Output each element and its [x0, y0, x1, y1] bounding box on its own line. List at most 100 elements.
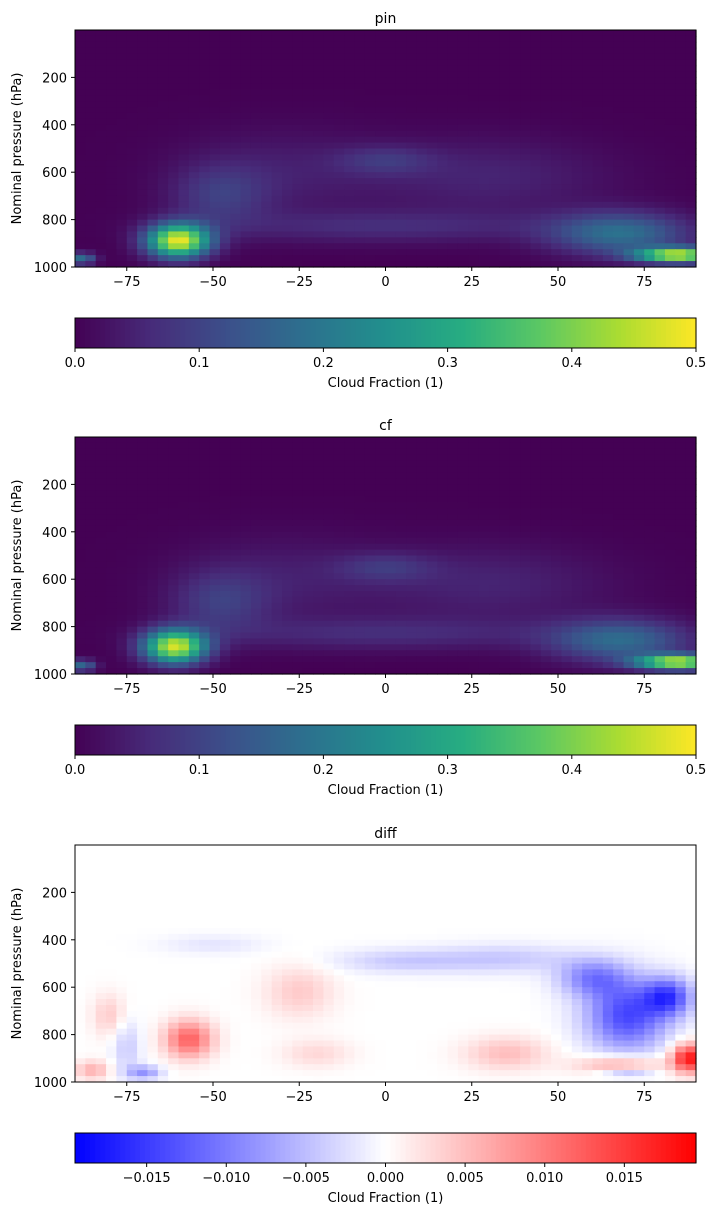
heatmap-cell: [106, 219, 117, 227]
heatmap-cell: [561, 596, 573, 604]
colorbar-tick-label: 0.3: [437, 356, 458, 371]
heatmap-cell: [489, 160, 500, 167]
heatmap-cell: [147, 514, 159, 521]
heatmap-cell: [282, 496, 293, 503]
heatmap-cell: [209, 638, 221, 645]
heatmap-cell: [333, 154, 345, 161]
heatmap-cell: [582, 255, 594, 262]
heatmap-cell: [168, 160, 180, 167]
heatmap-cell: [302, 602, 314, 610]
heatmap-cell: [137, 83, 149, 90]
heatmap-cell: [385, 89, 397, 96]
heatmap-cell: [230, 614, 242, 622]
heatmap-cell: [385, 537, 397, 545]
heatmap-cell: [313, 448, 324, 456]
heatmap-cell: [250, 537, 262, 545]
heatmap-cell: [489, 172, 500, 179]
heatmap-cell: [282, 448, 293, 456]
heatmap-cell: [178, 160, 190, 167]
heatmap-cell: [478, 118, 490, 126]
heatmap-cell: [219, 656, 231, 663]
heatmap-cell: [375, 608, 387, 616]
heatmap-cell: [551, 53, 563, 61]
heatmap-cell: [240, 519, 252, 527]
heatmap-cell: [571, 531, 583, 539]
heatmap-cell: [551, 30, 563, 37]
heatmap-cell: [664, 591, 676, 598]
heatmap-cell: [623, 77, 635, 84]
heatmap-cell: [395, 537, 407, 545]
heatmap-cell: [685, 514, 697, 521]
heatmap-cell: [178, 59, 190, 67]
heatmap-cell: [106, 195, 117, 203]
heatmap-cell: [168, 101, 180, 108]
heatmap-cell: [344, 502, 356, 509]
heatmap-cell: [364, 136, 376, 144]
heatmap-cell: [406, 608, 418, 616]
heatmap-cell: [457, 178, 469, 185]
heatmap-cell: [271, 561, 283, 568]
heatmap-cell: [416, 662, 428, 669]
heatmap-cell: [106, 89, 117, 96]
heatmap-cell: [499, 549, 511, 557]
heatmap-cell: [230, 130, 242, 138]
heatmap-cell: [551, 101, 563, 108]
heatmap-cell: [375, 632, 387, 640]
heatmap-cell: [602, 35, 614, 43]
heatmap-cell: [561, 219, 573, 227]
heatmap-cell: [602, 112, 614, 120]
heatmap-cell: [633, 638, 645, 645]
heatmap-cell: [261, 644, 273, 651]
heatmap-cell: [540, 454, 552, 462]
heatmap-cell: [85, 142, 97, 150]
heatmap-cell: [168, 142, 180, 150]
heatmap-cell: [240, 154, 252, 161]
heatmap-cell: [219, 35, 231, 43]
heatmap-cell: [582, 561, 594, 568]
heatmap-cell: [313, 638, 324, 645]
heatmap-cell: [613, 531, 625, 539]
heatmap-cell: [478, 30, 490, 37]
heatmap-cell: [509, 207, 521, 215]
heatmap-cell: [333, 585, 345, 592]
heatmap-cell: [530, 118, 542, 126]
heatmap-cell: [499, 172, 511, 179]
heatmap-cell: [168, 35, 180, 43]
heatmap-cell: [147, 118, 159, 126]
heatmap-cell: [447, 579, 459, 586]
heatmap-cell: [157, 47, 169, 55]
heatmap-cell: [261, 237, 273, 244]
heatmap-cell: [540, 555, 552, 563]
heatmap-cell: [623, 207, 635, 215]
heatmap-cell: [654, 160, 666, 167]
heatmap-cell: [582, 537, 594, 545]
heatmap-cell: [375, 549, 387, 557]
heatmap-cell: [199, 638, 211, 645]
heatmap-cell: [685, 207, 697, 215]
heatmap-cell: [551, 255, 563, 262]
heatmap-cell: [437, 561, 449, 568]
heatmap-cell: [230, 213, 242, 221]
heatmap-cell: [457, 555, 469, 563]
heatmap-cell: [250, 668, 262, 675]
heatmap-cell: [85, 484, 97, 491]
colorbar-segment: [595, 318, 602, 348]
heatmap-cell: [85, 620, 97, 628]
heatmap-cell: [157, 225, 169, 233]
heatmap-cell: [313, 668, 324, 675]
heatmap-cell: [447, 508, 459, 515]
heatmap-cell: [75, 255, 86, 262]
heatmap-cell: [654, 166, 666, 173]
heatmap-cell: [126, 172, 138, 179]
heatmap-cell: [313, 484, 324, 491]
heatmap-cell: [582, 142, 594, 150]
heatmap-cell: [385, 207, 397, 215]
heatmap-cell: [168, 608, 180, 616]
heatmap-cell: [282, 466, 293, 474]
heatmap-cell: [685, 555, 697, 563]
heatmap-cell: [530, 41, 542, 49]
y-tick-label: 800: [42, 214, 67, 229]
heatmap-cell: [85, 662, 97, 669]
heatmap-cell: [685, 484, 697, 491]
heatmap-cell: [489, 644, 500, 651]
